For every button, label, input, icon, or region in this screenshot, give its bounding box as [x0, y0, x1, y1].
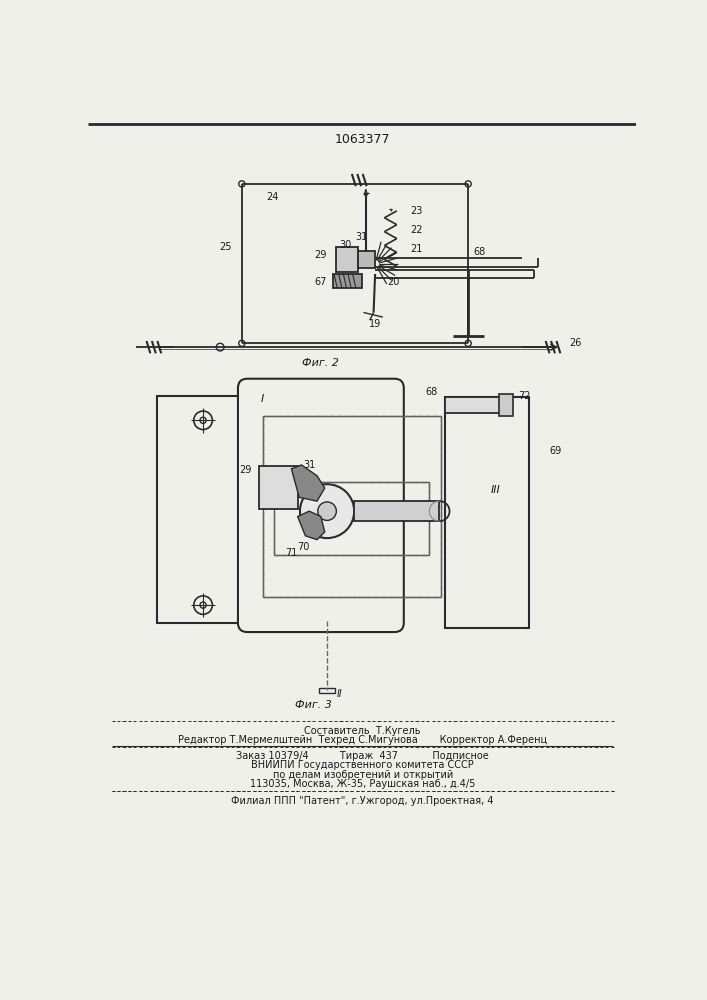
Text: по делам изобретений и открытий: по делам изобретений и открытий	[273, 770, 453, 780]
Text: 25: 25	[219, 242, 232, 252]
Bar	[332, 274, 362, 288]
Text: 71: 71	[285, 548, 298, 558]
Bar	[445, 397, 529, 628]
Text: 19: 19	[369, 319, 381, 329]
Polygon shape	[298, 511, 325, 540]
Text: 20: 20	[387, 277, 399, 287]
Bar	[445, 397, 507, 413]
Text: III: III	[491, 485, 500, 495]
Text: 68: 68	[474, 247, 486, 257]
Text: 26: 26	[569, 338, 581, 348]
Text: 22: 22	[410, 225, 423, 235]
Text: Фиг. 3: Фиг. 3	[295, 700, 332, 710]
Bar	[354, 501, 440, 521]
Text: 113035, Москва, Ж-35, Раушская наб., д.4/5: 113035, Москва, Ж-35, Раушская наб., д.4…	[250, 779, 475, 789]
Text: Филиал ППП "Патент", г.Ужгород, ул.Проектная, 4: Филиал ППП "Патент", г.Ужгород, ул.Проек…	[231, 796, 494, 806]
Polygon shape	[291, 465, 325, 501]
Text: 31: 31	[303, 460, 315, 470]
Text: 21: 21	[410, 244, 422, 254]
Text: 29: 29	[239, 465, 251, 475]
Text: 23: 23	[410, 206, 422, 216]
Text: 1063377: 1063377	[335, 133, 390, 146]
Text: 30: 30	[339, 240, 352, 250]
Bar	[320, 688, 335, 693]
Text: Составитель  Т.Кугель: Составитель Т.Кугель	[305, 726, 421, 736]
Text: II: II	[337, 689, 342, 699]
Text: 29: 29	[315, 250, 327, 260]
Bar	[337, 247, 358, 272]
Text: 67: 67	[315, 277, 327, 287]
Text: 31: 31	[355, 232, 368, 242]
Bar	[274, 482, 429, 555]
Text: 24: 24	[267, 192, 279, 202]
Text: Фиг. 2: Фиг. 2	[303, 358, 339, 368]
Text: 69: 69	[549, 446, 562, 456]
Text: Редактор Т.Мермелштейн  Техред С.Мигунова       Корректор А.Ференц: Редактор Т.Мермелштейн Техред С.Мигунова…	[178, 735, 547, 745]
Bar	[259, 466, 298, 509]
Circle shape	[300, 484, 354, 538]
Bar	[499, 394, 513, 416]
Text: Заказ 10379/4          Тираж  437           Подписное: Заказ 10379/4 Тираж 437 Подписное	[236, 751, 489, 761]
FancyBboxPatch shape	[238, 379, 404, 632]
Text: 30: 30	[291, 475, 304, 485]
Text: 70: 70	[298, 542, 310, 552]
Text: 72: 72	[518, 391, 531, 401]
Bar	[156, 396, 250, 623]
Text: 68: 68	[425, 387, 437, 397]
Text: ВНИИПИ Государственного комитета СССР: ВНИИПИ Государственного комитета СССР	[252, 760, 474, 770]
Bar	[358, 251, 375, 268]
Bar	[263, 416, 441, 597]
Text: I: I	[261, 394, 264, 404]
Circle shape	[317, 502, 337, 520]
